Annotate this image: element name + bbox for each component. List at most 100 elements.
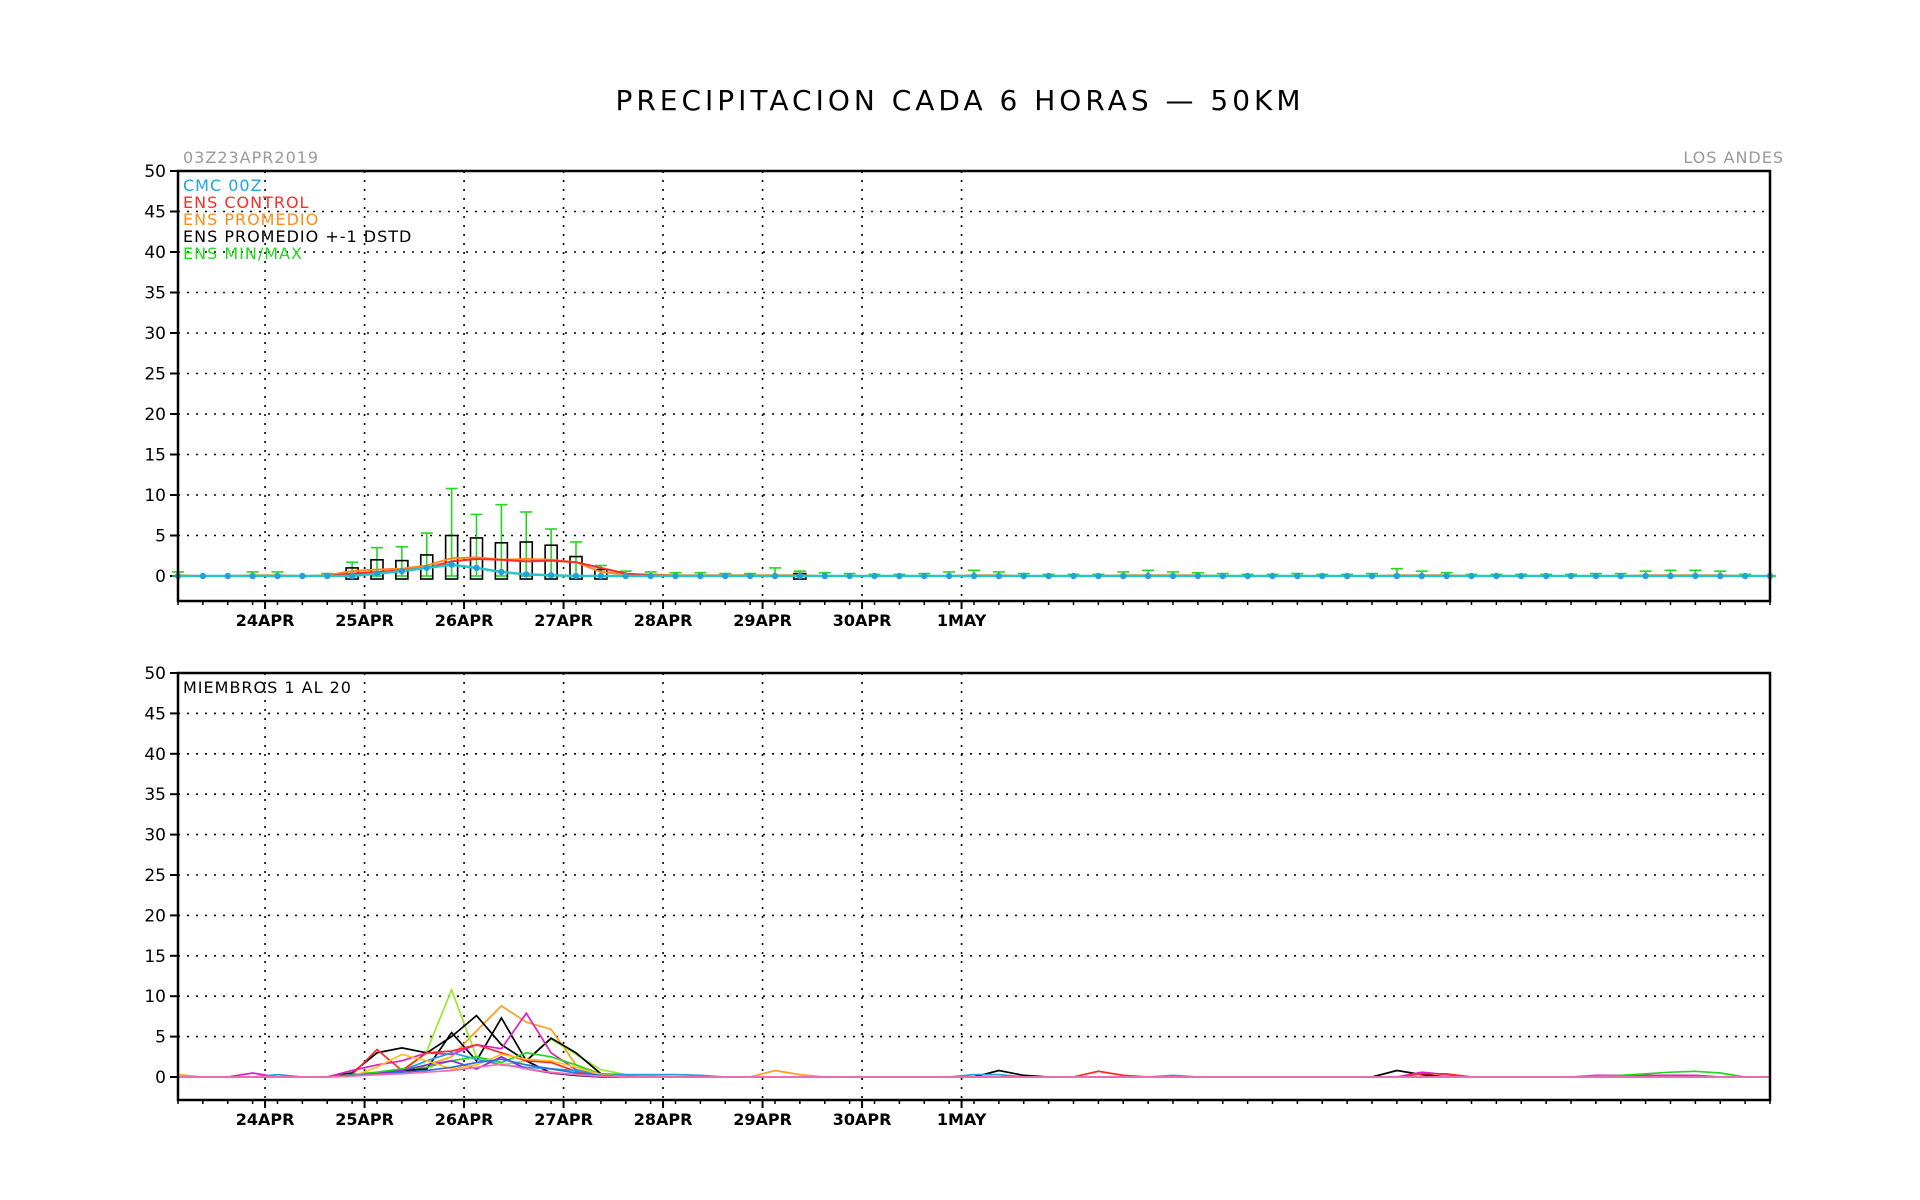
cmc-point — [597, 572, 605, 580]
cmc-point — [697, 572, 704, 580]
y-tick-label: 50 — [144, 664, 166, 684]
y-tick-label: 5 — [155, 527, 166, 547]
cmc-point — [1468, 572, 1475, 580]
cmc-point — [1368, 572, 1376, 580]
cmc-point — [672, 572, 679, 580]
legend-entry: ENS PROMEDIO — [183, 210, 319, 229]
cmc-point — [498, 568, 505, 576]
cmc-point — [1642, 572, 1649, 580]
cmc-point — [423, 564, 430, 572]
cmc-point — [448, 561, 455, 568]
cmc-point — [1169, 572, 1177, 580]
y-tick-label: 30 — [144, 324, 166, 344]
y-tick-label: 30 — [144, 826, 166, 846]
y-tick-label: 10 — [144, 486, 166, 506]
x-tick-label: 1MAY — [937, 611, 987, 630]
cmc-point — [1717, 572, 1724, 580]
cmc-point — [821, 572, 828, 580]
legend-entry: ENS MIN/MAX — [183, 244, 303, 263]
cmc-point — [547, 571, 555, 579]
plot-marks — [177, 987, 1770, 1078]
location-label: LOS ANDES — [1683, 148, 1784, 167]
y-tick-label: 45 — [144, 203, 166, 223]
x-tick-label: 29APR — [733, 1110, 792, 1129]
cmc-point — [523, 571, 530, 578]
cmc-point — [1319, 572, 1326, 580]
cmc-point — [299, 572, 306, 580]
cmc-point — [1443, 572, 1450, 580]
y-tick-label: 25 — [144, 365, 166, 385]
x-tick-label: 26APR — [435, 611, 494, 630]
gridlines — [178, 673, 1770, 1100]
cmc-point — [1120, 572, 1127, 580]
cmc-point — [249, 572, 256, 580]
cmc-point — [398, 567, 406, 575]
cmc-point — [1542, 572, 1550, 580]
cmc-point — [1692, 572, 1699, 580]
y-tick-label: 20 — [144, 906, 166, 926]
x-axis: 24APR 25APR 26APR 27APR 28APR 29APR 30APR 1MAY — [177, 1100, 1771, 1129]
cmc-point — [1219, 572, 1226, 580]
x-tick-label: 29APR — [733, 611, 792, 630]
x-tick-label: 30APR — [833, 611, 892, 630]
cmc-point — [896, 572, 903, 580]
member-series-line — [178, 1063, 1770, 1078]
cmc-point — [199, 572, 207, 580]
cmc-point — [1343, 572, 1351, 580]
cmc-point — [970, 572, 978, 580]
cmc-point — [995, 572, 1003, 580]
legend-entry: ENS PROMEDIO +-1 DSTD — [183, 227, 412, 246]
cmc-point — [373, 570, 381, 577]
x-tick-label: 1MAY — [937, 1110, 987, 1129]
cmc-point — [1741, 572, 1749, 580]
cmc-point — [622, 572, 629, 580]
cmc-point — [1294, 572, 1301, 580]
cmc-point — [1493, 572, 1500, 580]
cmc-point — [746, 572, 754, 580]
y-tick-label: 10 — [144, 987, 166, 1007]
cmc-point — [871, 572, 878, 580]
cmc-point — [771, 572, 779, 580]
cmc-point — [945, 572, 953, 580]
x-tick-label: 24APR — [236, 1110, 295, 1129]
cmc-point — [1095, 572, 1102, 580]
x-tick-label: 26APR — [435, 1110, 494, 1129]
x-tick-label: 24APR — [236, 611, 295, 630]
cmc-point — [921, 572, 928, 580]
y-axis: 0 5 10 15 20 25 30 35 40 45 50 — [144, 664, 178, 1088]
plot-marks — [172, 487, 1776, 580]
cmc-point — [348, 572, 356, 580]
cmc-point — [647, 572, 654, 580]
x-tick-label: 25APR — [335, 611, 394, 630]
cmc-point — [1194, 572, 1202, 580]
cmc-point — [1045, 572, 1052, 580]
y-tick-label: 50 — [144, 162, 166, 182]
cmc-point — [1070, 572, 1077, 580]
x-axis: 24APR 25APR 26APR 27APR 28APR 29APR 30APR 1MAY — [177, 601, 1771, 630]
y-tick-label: 40 — [144, 243, 166, 263]
y-tick-label: 35 — [144, 785, 166, 805]
cmc-point — [1418, 572, 1425, 580]
members-panel: 0 5 10 15 20 25 30 35 40 45 50 24APR 25APR 26APR 27AP… — [144, 664, 1772, 1129]
y-tick-label: 35 — [144, 284, 166, 304]
y-tick-label: 0 — [155, 1068, 166, 1088]
x-tick-label: 28APR — [634, 611, 693, 630]
x-tick-label: 28APR — [634, 1110, 693, 1129]
y-tick-label: 20 — [144, 405, 166, 425]
cmc-point — [722, 572, 729, 580]
cmc-point — [1518, 572, 1525, 580]
y-tick-label: 15 — [144, 446, 166, 466]
cmc-point — [1244, 572, 1251, 580]
y-tick-label: 15 — [144, 947, 166, 967]
y-tick-label: 25 — [144, 866, 166, 886]
x-tick-label: 25APR — [335, 1110, 394, 1129]
plot-frame — [176, 671, 1772, 1102]
cmc-point — [274, 572, 281, 580]
legend-entry: CMC 00Z — [183, 176, 263, 195]
cmc-point — [1667, 572, 1674, 580]
y-axis: 0 5 10 15 20 25 30 35 40 45 50 — [144, 162, 178, 587]
cmc-point — [1393, 572, 1401, 580]
cmc-point — [224, 572, 231, 580]
